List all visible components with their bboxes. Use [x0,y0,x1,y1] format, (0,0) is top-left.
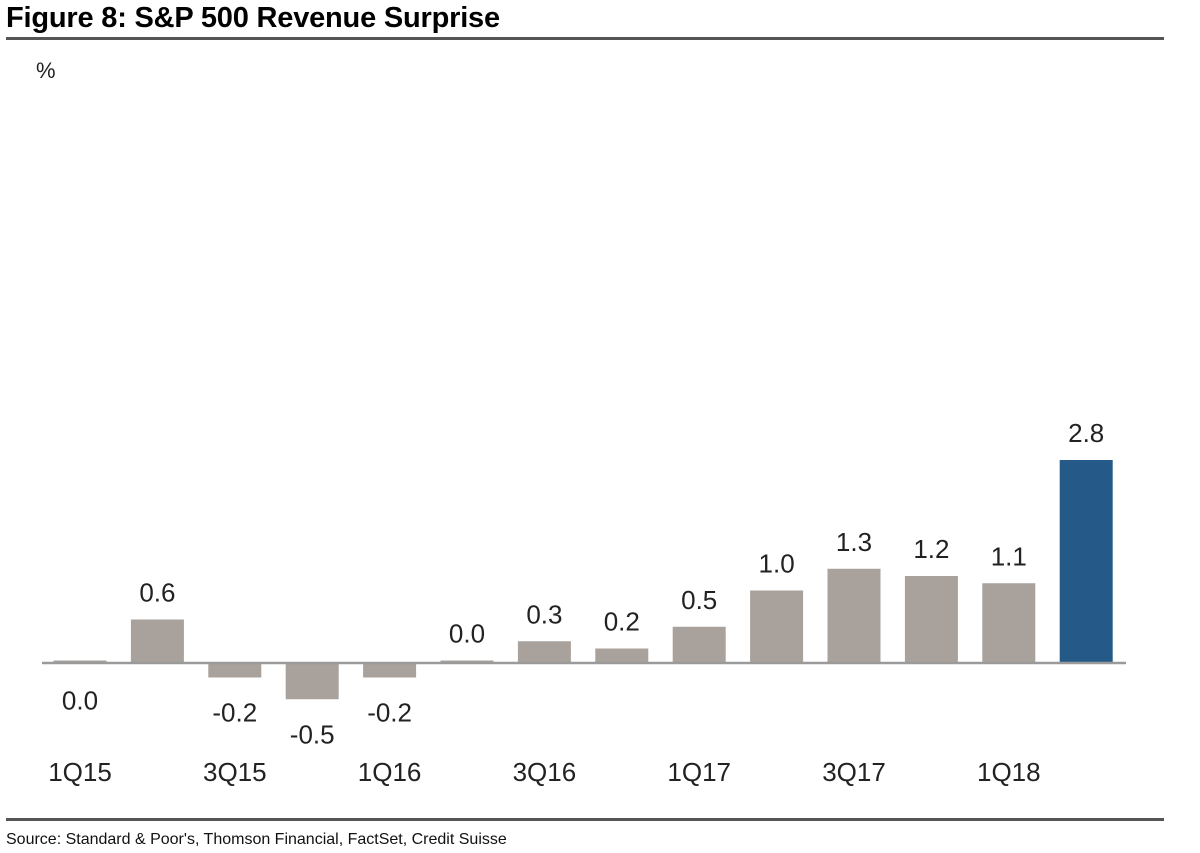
x-tick-label-1Q17: 1Q17 [667,757,731,787]
title-rule [6,37,1164,40]
bar-1Q18 [982,583,1036,663]
value-label-2Q18: 2.8 [1068,418,1104,448]
value-label-2Q16: 0.0 [449,619,485,649]
x-tick-label-1Q16: 1Q16 [358,757,422,787]
source-note: Source: Standard & Poor's, Thomson Finan… [6,831,507,848]
value-label-1Q18: 1.1 [991,541,1027,571]
bar-2Q18 [1059,460,1113,663]
source-rule [6,818,1164,821]
value-label-3Q16: 0.3 [526,599,562,629]
value-labels-group: 0.0 0.6 -0.2 -0.5 -0.2 0.0 0.3 0.2 0.5 1.0 1.3 1.2 1… [62,418,1104,749]
x-tick-label-3Q15: 3Q15 [203,757,267,787]
y-unit-label: % [36,58,56,83]
x-tick-label-1Q15: 1Q15 [48,757,112,787]
x-tick-label-1Q18: 1Q18 [977,757,1041,787]
bar-2Q17 [750,590,804,663]
x-tick-labels-group: 1Q15 3Q15 1Q16 3Q16 1Q17 3Q17 1Q18 [48,757,1040,787]
bar-1Q16 [363,663,417,678]
bar-4Q15 [285,663,339,700]
bar-2Q15 [130,619,184,663]
value-label-2Q15: 0.6 [139,578,175,608]
value-label-1Q17: 0.5 [681,585,717,615]
bar-4Q16 [595,648,649,663]
value-label-3Q15: -0.2 [212,698,257,728]
value-label-1Q16: -0.2 [367,698,412,728]
figure-title: Figure 8: S&P 500 Revenue Surprise [6,2,500,34]
value-label-4Q16: 0.2 [604,607,640,637]
bar-3Q15 [208,663,262,678]
x-tick-label-3Q16: 3Q16 [513,757,577,787]
value-label-3Q17: 1.3 [836,527,872,557]
bar-4Q17 [904,576,958,663]
value-label-2Q17: 1.0 [759,549,795,579]
bar-3Q17 [827,568,881,663]
bar-1Q17 [672,626,726,663]
value-label-4Q17: 1.2 [913,534,949,564]
x-tick-label-3Q17: 3Q17 [822,757,886,787]
bar-3Q16 [517,641,571,663]
value-label-1Q15: 0.0 [62,686,98,716]
value-label-4Q15: -0.5 [290,719,335,749]
